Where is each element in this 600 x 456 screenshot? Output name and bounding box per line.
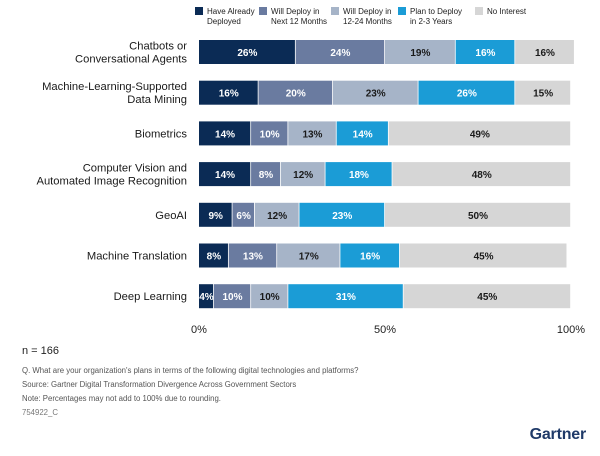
- bar-segment: [385, 202, 571, 227]
- legend-swatch: [259, 7, 267, 15]
- data-label: 8%: [259, 170, 274, 181]
- bar-segment: [403, 284, 571, 309]
- bar-segment: [280, 162, 325, 187]
- data-label: 10%: [260, 129, 280, 140]
- data-label: 16%: [360, 252, 380, 263]
- data-label: 10%: [222, 292, 242, 303]
- data-label: 18%: [349, 170, 369, 181]
- bar-segment: [199, 243, 228, 268]
- data-label: 16%: [475, 48, 495, 59]
- data-label: 6%: [236, 211, 251, 222]
- bar-segment: [213, 284, 251, 309]
- category-label: GeoAI: [155, 210, 187, 222]
- source-note: Source: Gartner Digital Transformation D…: [22, 380, 297, 389]
- data-label: 23%: [332, 211, 352, 222]
- survey-question: Q. What are your organization's plans in…: [22, 366, 359, 375]
- bar-segment: [515, 40, 574, 64]
- bar-segment: [199, 162, 251, 187]
- bar-segment: [288, 121, 336, 146]
- stacked-bar-chart: Have Already Deployed Will Deploy in Next 1…: [36, 7, 585, 336]
- data-label: 13%: [243, 252, 263, 263]
- bar-segment: [232, 202, 254, 227]
- data-label: 8%: [207, 252, 222, 263]
- figure-code: 754922_C: [22, 408, 58, 417]
- legend-swatch: [331, 7, 339, 15]
- data-label: 4%: [199, 292, 214, 303]
- data-label: 14%: [215, 129, 235, 140]
- bar-segment: [228, 243, 277, 268]
- bar-segment: [455, 40, 515, 64]
- data-label: 48%: [472, 170, 492, 181]
- data-label: 45%: [477, 292, 497, 303]
- legend-label: Plan to Deploy in 2-3 Years: [410, 7, 462, 26]
- category-label: Biometrics: [135, 128, 188, 140]
- bar-segment: [388, 121, 571, 146]
- x-tick-label: 0%: [191, 324, 207, 336]
- bar-segment: [299, 202, 385, 227]
- category-label: Deep Learning: [114, 291, 187, 303]
- legend-swatch: [398, 7, 406, 15]
- data-label: 14%: [215, 170, 235, 181]
- x-tick-label: 100%: [557, 324, 585, 336]
- bar-segment: [199, 202, 232, 227]
- data-label: 13%: [302, 129, 322, 140]
- bar-segment: [199, 80, 258, 105]
- data-label: 26%: [237, 48, 257, 59]
- gartner-logo: Gartner: [529, 426, 587, 443]
- bar-segment: [336, 121, 388, 146]
- data-label: 31%: [336, 292, 356, 303]
- bar-segment: [325, 162, 392, 187]
- data-label: 23%: [366, 89, 386, 100]
- data-label: 16%: [219, 89, 239, 100]
- legend-label: Will Deploy in 12-24 Months: [343, 7, 392, 26]
- data-label: 12%: [267, 211, 287, 222]
- bar-segment: [385, 40, 455, 64]
- data-label: 16%: [535, 48, 555, 59]
- bar-segment: [418, 80, 515, 105]
- data-label: 9%: [209, 211, 224, 222]
- category-label: Machine-Learning-Supported Data Mining: [42, 81, 187, 106]
- bar-segment: [277, 243, 340, 268]
- bar-segment: [258, 80, 333, 105]
- data-label: 20%: [286, 89, 306, 100]
- legend-label: Have Already Deployed: [207, 7, 255, 26]
- data-label: 24%: [330, 48, 350, 59]
- bar-segment: [251, 121, 288, 146]
- rounding-note: Note: Percentages may not add to 100% du…: [22, 394, 221, 403]
- category-label: Computer Vision and Automated Image Recog…: [36, 163, 187, 188]
- data-label: 45%: [474, 252, 494, 263]
- bar-segment: [340, 243, 400, 268]
- bar-segment: [288, 284, 403, 309]
- data-label: 49%: [470, 129, 490, 140]
- legend-label: Will Deploy in Next 12 Months: [271, 7, 327, 26]
- category-label: Chatbots or Conversational Agents: [75, 41, 187, 66]
- bar-segment: [392, 162, 571, 187]
- data-label: 17%: [299, 252, 319, 263]
- category-label: Machine Translation: [87, 251, 187, 263]
- bar-segment: [254, 202, 299, 227]
- bar-segment: [251, 284, 288, 309]
- bar-segment: [515, 80, 571, 105]
- data-label: 19%: [410, 48, 430, 59]
- x-tick-label: 50%: [374, 324, 396, 336]
- legend-swatch: [195, 7, 203, 15]
- bar-segment: [399, 243, 567, 268]
- bar-segment: [199, 121, 251, 146]
- bar-segment: [199, 284, 214, 309]
- data-label: 10%: [260, 292, 280, 303]
- legend-label: No Interest: [487, 7, 527, 16]
- data-label: 15%: [533, 89, 553, 100]
- legend-swatch: [475, 7, 483, 15]
- sample-size: n = 166: [22, 345, 60, 357]
- bar-segment: [199, 40, 295, 64]
- data-label: 12%: [293, 170, 313, 181]
- data-label: 50%: [468, 211, 488, 222]
- data-label: 26%: [457, 89, 477, 100]
- data-label: 14%: [353, 129, 373, 140]
- bar-segment: [295, 40, 385, 64]
- bar-segment: [332, 80, 418, 105]
- bar-segment: [251, 162, 281, 187]
